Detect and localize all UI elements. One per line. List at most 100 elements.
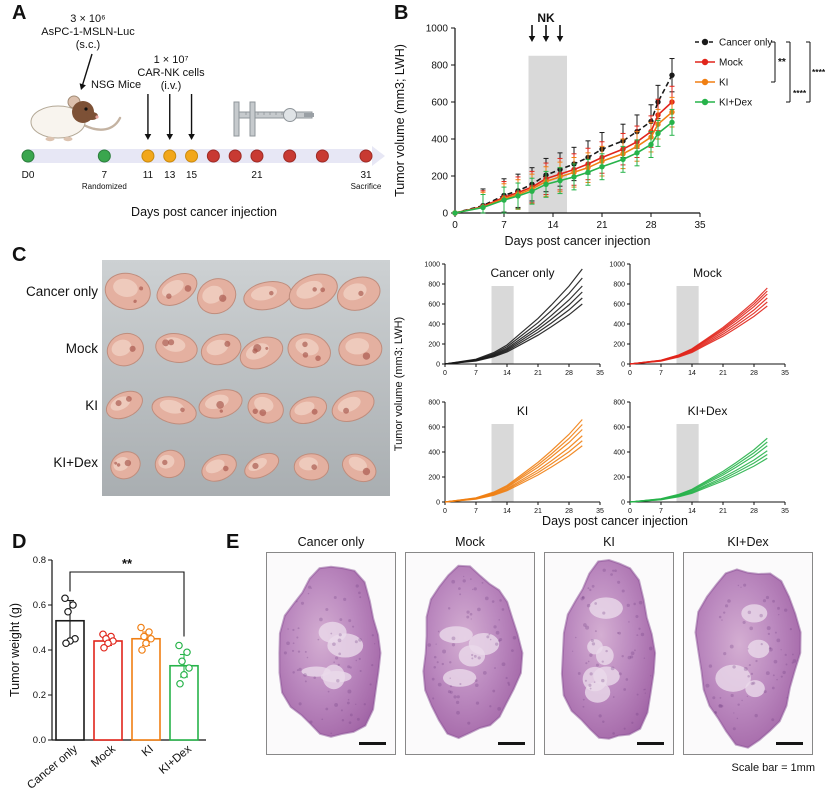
svg-text:NK: NK	[537, 11, 555, 25]
tumor-specimen	[104, 272, 151, 310]
histology-column: KI+Dex	[683, 535, 813, 755]
svg-text:400: 400	[431, 135, 448, 146]
tumor-specimen	[201, 453, 237, 482]
svg-text:7: 7	[102, 170, 108, 181]
svg-text:600: 600	[613, 302, 625, 309]
svg-text:0: 0	[452, 220, 458, 231]
svg-text:7: 7	[474, 508, 478, 515]
panel-a-label: A	[12, 2, 27, 24]
svg-text:Tumor volume (mm3; LWH): Tumor volume (mm3; LWH)	[393, 317, 405, 451]
scale-bar	[359, 742, 386, 745]
histology-title: KI	[603, 535, 615, 549]
svg-text:800: 800	[613, 282, 625, 289]
panel-d-label: D	[12, 531, 27, 553]
svg-text:21: 21	[251, 170, 263, 181]
timeline-day-dot	[163, 149, 177, 163]
svg-text:0.6: 0.6	[33, 600, 46, 611]
svg-text:0: 0	[436, 500, 440, 507]
tumor-photo-row-label: Mock	[65, 341, 98, 356]
svg-text:Cancer only: Cancer only	[25, 743, 80, 792]
tumor-specimen	[337, 276, 381, 311]
histology-column: KI	[544, 535, 674, 755]
svg-text:Randomized: Randomized	[82, 182, 127, 191]
svg-text:35: 35	[596, 508, 604, 515]
svg-text:600: 600	[428, 425, 440, 432]
tumor-photo-row-label: KI	[85, 398, 98, 413]
svg-text:31: 31	[360, 170, 372, 181]
svg-text:1000: 1000	[609, 262, 625, 269]
scale-bar	[498, 742, 525, 745]
svg-text:0.8: 0.8	[33, 555, 46, 566]
svg-text:Days post cancer injection: Days post cancer injection	[505, 234, 651, 248]
histology-column: Mock	[405, 535, 535, 755]
scale-bar	[637, 742, 664, 745]
svg-text:1000: 1000	[424, 262, 440, 269]
panel-e-label: E	[226, 531, 240, 553]
svg-text:Cancer only: Cancer only	[719, 38, 772, 49]
svg-text:3 × 10⁶: 3 × 10⁶	[70, 13, 105, 25]
svg-text:11: 11	[143, 170, 154, 181]
tumor-specimen	[151, 396, 197, 425]
timeline-day-dot	[141, 149, 155, 163]
tumor-weight-chart: 0.0 0.2 0.4 0.6 0.8 Tumor weight (g) Cancer on…	[8, 555, 206, 792]
svg-text:14: 14	[547, 220, 559, 231]
svg-text:200: 200	[428, 475, 440, 482]
svg-text:CAR-NK cells: CAR-NK cells	[137, 67, 205, 79]
svg-text:KI+Dex: KI+Dex	[157, 743, 194, 777]
svg-text:400: 400	[428, 450, 440, 457]
svg-text:21: 21	[534, 508, 542, 515]
svg-text:28: 28	[645, 220, 657, 231]
timeline-day-dot	[283, 149, 297, 163]
svg-text:35: 35	[596, 370, 604, 377]
svg-text:NSG Mice: NSG Mice	[91, 79, 141, 91]
svg-text:KI: KI	[140, 743, 156, 759]
svg-text:Cancer only: Cancer only	[490, 266, 554, 280]
timeline-day-dot	[21, 149, 35, 163]
svg-text:Days post cancer injection: Days post cancer injection	[131, 205, 277, 219]
svg-text:200: 200	[431, 172, 448, 183]
tumor-specimen	[239, 336, 284, 370]
tumor-specimen	[331, 390, 375, 422]
histology-title: Cancer only	[297, 535, 365, 549]
tumor-specimen	[106, 332, 144, 367]
svg-text:0.2: 0.2	[33, 690, 46, 701]
tumor-photo-row-label: KI+Dex	[53, 455, 98, 470]
svg-text:35: 35	[781, 370, 789, 377]
individual-tumor-volume-charts: 0 200 400 600 800 1000 0 7 14 21 28 35 Cancer only 0 2…	[393, 262, 789, 529]
tumor-volume-summary-chart: 0 200 400 600 800 1000 0 7 14 21 28 35 Days post can…	[393, 11, 825, 248]
svg-text:14: 14	[503, 508, 511, 515]
svg-text:400: 400	[613, 322, 625, 329]
svg-text:1000: 1000	[426, 24, 449, 35]
histology-column: Cancer only	[266, 535, 396, 755]
timeline-day-dot	[228, 149, 242, 163]
timeline-day-dot	[97, 149, 111, 163]
svg-text:14: 14	[688, 508, 696, 515]
svg-text:**: **	[778, 57, 786, 68]
svg-text:Mock: Mock	[693, 266, 723, 280]
svg-text:400: 400	[613, 450, 625, 457]
svg-text:Days post cancer injection: Days post cancer injection	[542, 514, 688, 528]
svg-text:14: 14	[503, 370, 511, 377]
svg-text:7: 7	[501, 220, 507, 231]
tumor-specimen	[110, 451, 141, 480]
timeline-day-dot	[250, 149, 264, 163]
mouse-illustration	[30, 95, 122, 142]
svg-text:800: 800	[428, 400, 440, 407]
excised-tumors-photo	[102, 260, 390, 496]
svg-text:AsPC-1-MSLN-Luc: AsPC-1-MSLN-Luc	[41, 26, 135, 38]
tumor-photo-row-labels: Cancer only Mock KI KI+Dex	[6, 260, 98, 496]
histology-panel: Cancer only Mock KI KI+Dex	[266, 535, 813, 755]
svg-text:**: **	[122, 556, 133, 571]
svg-text:600: 600	[613, 425, 625, 432]
svg-text:7: 7	[659, 370, 663, 377]
svg-text:28: 28	[750, 508, 758, 515]
svg-text:35: 35	[781, 508, 789, 515]
tumor-specimen	[155, 333, 198, 363]
tumor-specimen	[105, 390, 143, 420]
histology-title: Mock	[455, 535, 485, 549]
svg-text:21: 21	[719, 508, 727, 515]
tumor-photo-row-label: Cancer only	[25, 284, 98, 299]
svg-text:0: 0	[621, 362, 625, 369]
